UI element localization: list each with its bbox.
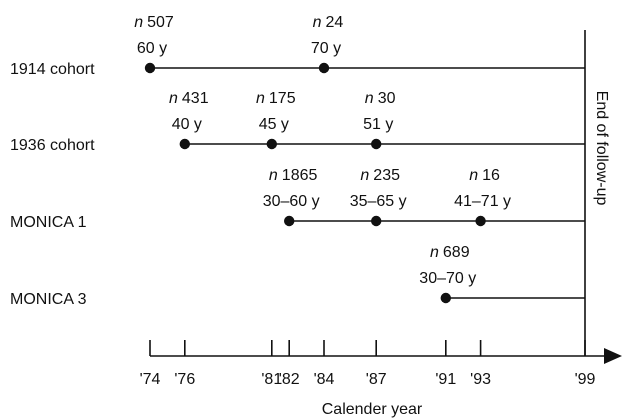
age-label: 70 y xyxy=(311,40,341,57)
examination-point xyxy=(144,62,156,74)
sample-size-label: n 175 xyxy=(256,90,296,107)
age-label: 40 y xyxy=(172,116,202,133)
examination-point xyxy=(475,215,486,227)
examination-point xyxy=(266,138,277,150)
axis-tick-label: '91 xyxy=(435,371,456,388)
axis-tick-label: '76 xyxy=(174,371,195,388)
axis-tick-label: '82 xyxy=(279,371,300,388)
cohort-label: 1914 cohort xyxy=(10,61,95,78)
axis-ticks: '74 '76 '81'82 '84 '87 '91 '93 '99 xyxy=(140,340,596,388)
cohort-label: 1936 cohort xyxy=(10,137,95,154)
end-of-follow-up-label: End of follow-up xyxy=(593,91,610,206)
end-of-follow-up-marker: End of follow-up xyxy=(584,30,610,356)
examination-point xyxy=(318,62,330,74)
sample-size-label: n 689 xyxy=(430,244,470,261)
age-label: 60 y xyxy=(137,40,167,57)
sample-size-label: n 30 xyxy=(365,90,396,107)
axis-tick-label: '99 xyxy=(575,371,596,388)
cohort-row: 1914 cohort n 507 60 y n 24 70 y xyxy=(10,14,585,78)
cohort-row: MONICA 3 n 689 30–70 y xyxy=(10,244,585,308)
sample-size-label: n 16 xyxy=(469,167,500,184)
age-label: 45 y xyxy=(259,116,289,133)
sample-size-label: n 1865 xyxy=(269,167,318,184)
axis-tick-label: '84 xyxy=(314,371,335,388)
cohort-row: MONICA 1 n 1865 30–60 y n 235 35–65 y n 16 41–71 … xyxy=(10,167,585,231)
calendar-axis: '74 '76 '81'82 '84 '87 '91 '93 '99 Calender yea… xyxy=(140,340,622,418)
axis-tick-label: '93 xyxy=(470,371,491,388)
examination-point xyxy=(284,215,295,227)
age-label: 41–71 y xyxy=(454,193,511,210)
examination-point xyxy=(179,138,190,150)
cohort-rows: 1914 cohort n 507 60 y n 24 70 y 1936 cohort n 43… xyxy=(10,14,585,308)
sample-size-label: n 24 xyxy=(313,14,344,31)
cohort-label: MONICA 1 xyxy=(10,214,87,231)
sample-size-label: n 507 xyxy=(134,14,174,31)
examination-point xyxy=(371,138,382,150)
axis-tick-label: '81 xyxy=(261,371,282,388)
cohort-row: 1936 cohort n 431 40 y n 175 45 y n 30 51 y xyxy=(10,90,585,154)
axis-tick-label: '87 xyxy=(366,371,387,388)
age-label: 30–70 y xyxy=(419,270,476,287)
examination-point xyxy=(440,292,451,304)
age-label: 51 y xyxy=(363,116,393,133)
cohort-label: MONICA 3 xyxy=(10,291,87,308)
examination-point xyxy=(371,215,382,227)
axis-arrow-icon xyxy=(604,348,622,364)
axis-tick-label: '74 xyxy=(140,371,161,388)
sample-size-label: n 431 xyxy=(169,90,209,107)
age-label: 35–65 y xyxy=(350,193,407,210)
axis-title: Calender year xyxy=(322,401,423,418)
age-label: 30–60 y xyxy=(263,193,320,210)
sample-size-label: n 235 xyxy=(360,167,400,184)
